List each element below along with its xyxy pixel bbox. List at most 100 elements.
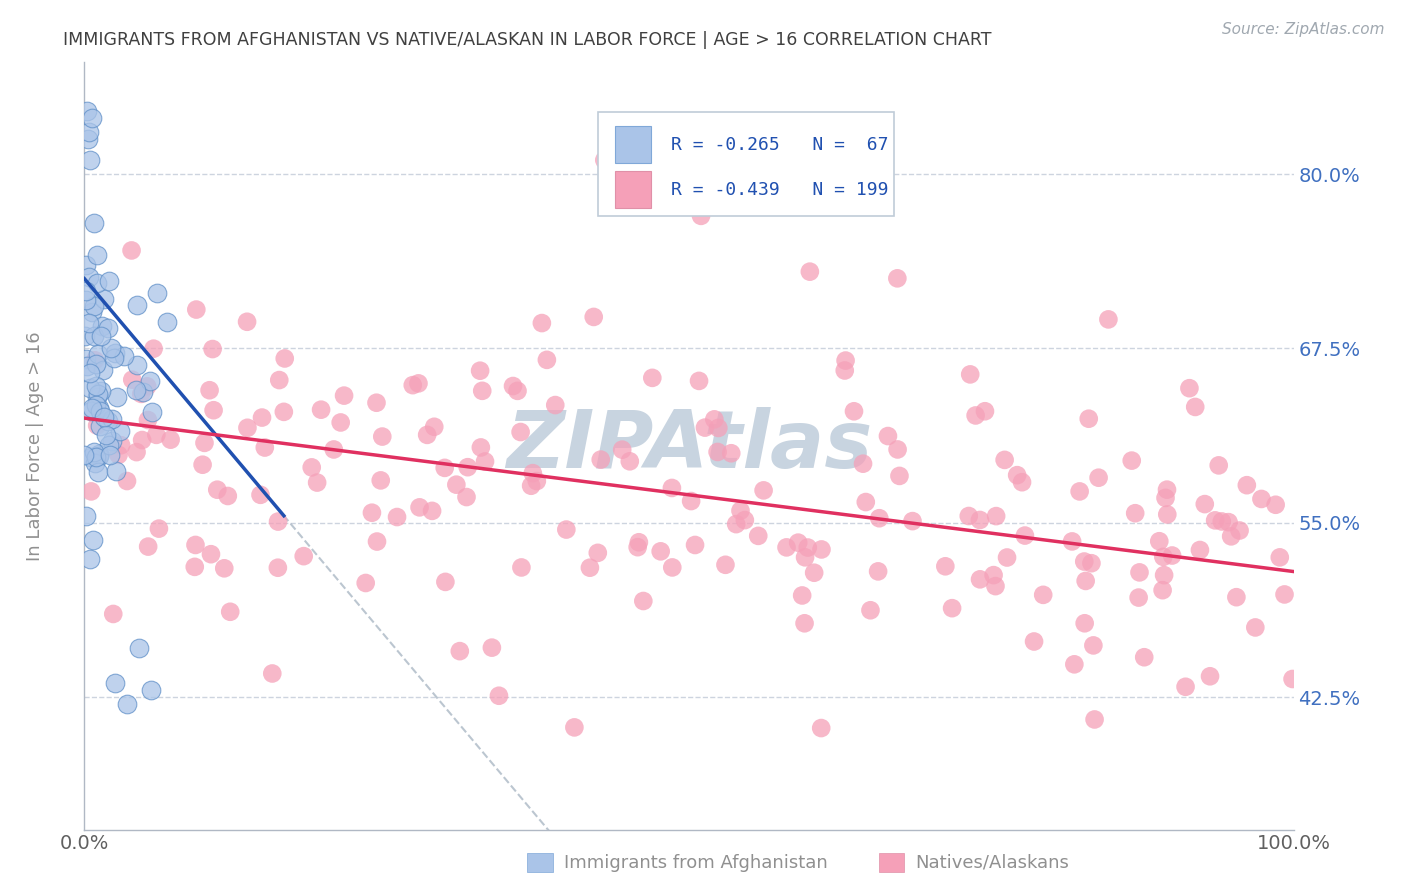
Text: R = -0.439   N = 199: R = -0.439 N = 199 [671,181,889,199]
Point [1199,669,1222,683]
Point [420,504,443,518]
Point [747,529,769,543]
Point [593,153,616,167]
Point [125,358,148,372]
Point [73,328,96,343]
Point [969,572,991,586]
Point [79,153,101,167]
Point [75,258,97,272]
Point [79,269,101,284]
Point [1225,590,1247,604]
Point [84,450,107,464]
Point [236,315,259,329]
Point [1152,549,1174,564]
Point [146,285,169,300]
Point [121,373,143,387]
Point [309,402,332,417]
Point [1229,524,1251,538]
Point [868,511,890,525]
Point [104,676,127,690]
Point [141,405,163,419]
Point [889,469,911,483]
Point [83,456,105,470]
Point [965,409,987,423]
Point [108,424,131,438]
Point [93,410,115,425]
Point [1069,484,1091,499]
Point [1074,574,1097,588]
Point [83,216,105,230]
Point [481,640,503,655]
Point [217,489,239,503]
Point [79,367,101,381]
Point [307,475,329,490]
Point [1077,411,1099,425]
Point [84,357,107,371]
Point [661,481,683,495]
Point [82,533,104,547]
Point [82,401,104,415]
Point [536,352,558,367]
Point [191,458,214,472]
Point [730,503,752,517]
Point [456,490,478,504]
Point [87,401,110,415]
Point [1022,634,1045,648]
Point [184,559,207,574]
Point [526,474,548,488]
Point [83,299,105,313]
Point [86,418,108,433]
Text: R = -0.265   N =  67: R = -0.265 N = 67 [671,136,889,153]
Point [75,351,97,366]
Point [797,541,820,555]
Point [98,448,121,462]
Point [83,329,105,343]
Point [1014,528,1036,542]
Point [1083,639,1105,653]
Point [457,460,479,475]
Point [198,383,221,397]
Point [974,404,997,418]
Point [77,132,100,146]
Point [75,293,97,307]
Point [470,441,492,455]
Point [89,404,111,418]
Text: IMMIGRANTS FROM AFGHANISTAN VS NATIVE/ALASKAN IN LABOR FORCE | AGE > 16 CORRELAT: IMMIGRANTS FROM AFGHANISTAN VS NATIVE/AL… [63,31,991,49]
Point [184,538,207,552]
Point [787,535,810,549]
Point [509,425,531,439]
Point [995,550,1018,565]
Point [901,514,924,528]
Point [627,535,650,549]
Point [105,391,128,405]
Point [868,565,890,579]
Point [105,464,128,478]
Point [1208,458,1230,473]
Point [202,403,225,417]
Point [361,506,384,520]
Point [80,305,103,319]
Point [89,419,111,434]
Point [274,351,297,366]
Point [138,374,160,388]
Point [627,540,650,554]
Point [90,319,112,334]
Point [1188,543,1211,558]
Point [96,428,118,442]
Point [1128,591,1150,605]
Point [1133,650,1156,665]
Point [333,389,356,403]
Point [433,461,456,475]
Point [984,579,1007,593]
Point [1087,471,1109,485]
Point [852,457,875,471]
Point [416,428,439,442]
Point [794,550,817,565]
Point [1220,529,1243,543]
Point [385,510,408,524]
Point [129,387,152,401]
Point [1156,483,1178,497]
Point [1184,400,1206,414]
Point [86,248,108,262]
Text: In Labor Force | Age > 16: In Labor Force | Age > 16 [27,331,44,561]
